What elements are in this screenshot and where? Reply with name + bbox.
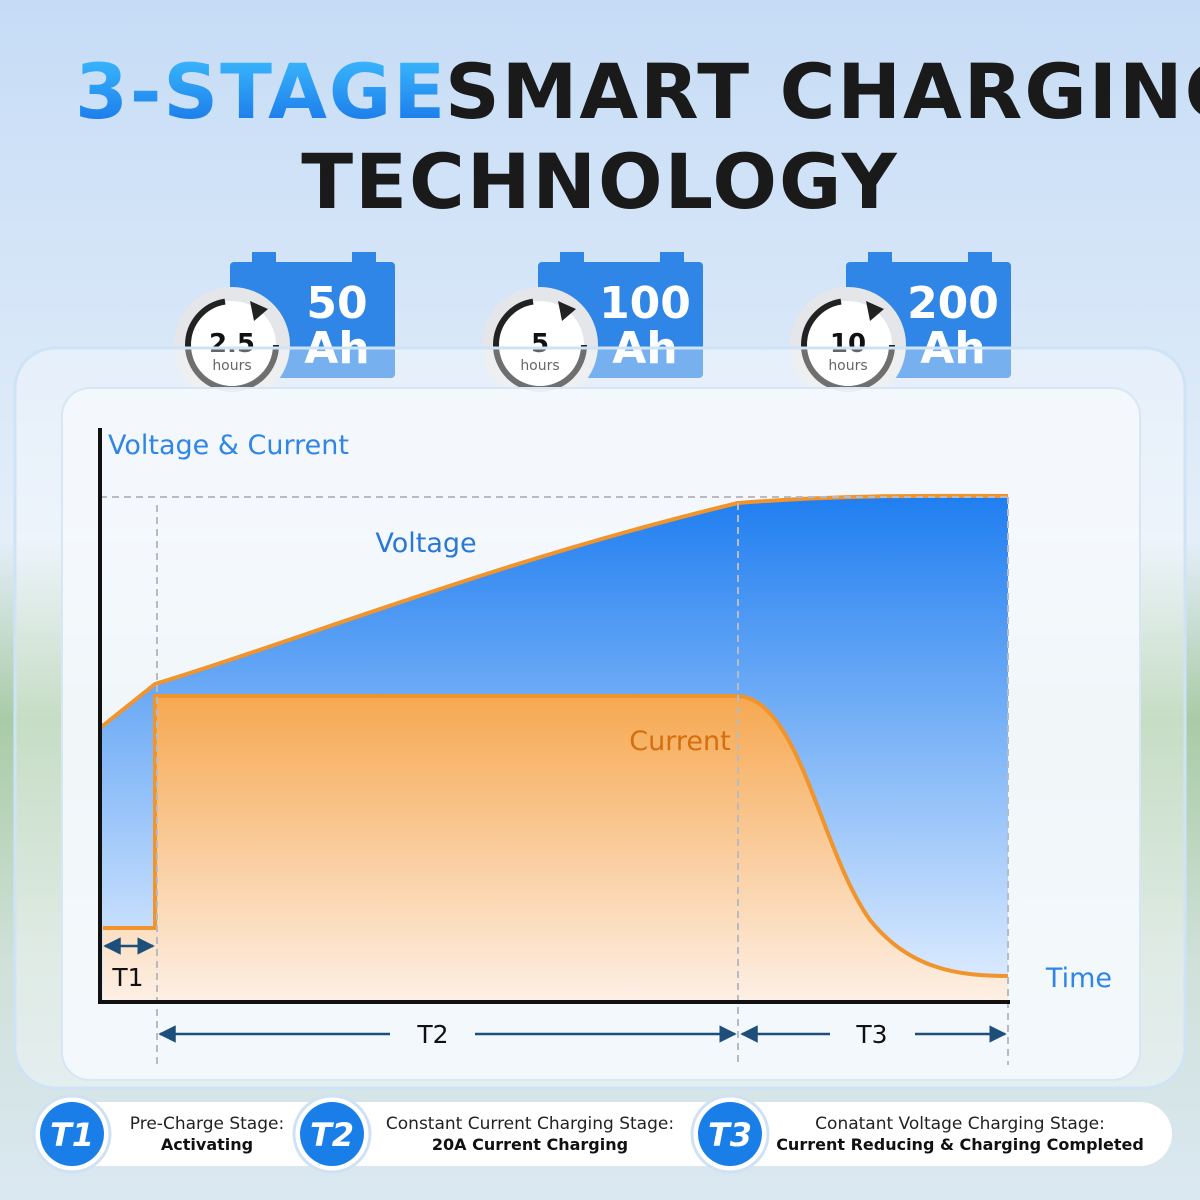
time-unit: hours bbox=[520, 358, 559, 374]
title: SMART CHARGING bbox=[445, 47, 1200, 136]
legend-tag: T1 bbox=[50, 1116, 94, 1154]
clock-arrow bbox=[558, 301, 576, 321]
legend-line2: Current Reducing & Charging Completed bbox=[776, 1135, 1144, 1154]
title-highlight: 3-STAGE bbox=[75, 47, 447, 136]
axes bbox=[98, 428, 1010, 1004]
legend-line1: Pre-Charge Stage: bbox=[130, 1114, 284, 1134]
clock-arrow bbox=[250, 301, 268, 321]
current-label: Current bbox=[629, 726, 730, 757]
capacity: 200 bbox=[907, 278, 999, 329]
legend-badge bbox=[40, 1102, 104, 1166]
battery-tab bbox=[560, 252, 584, 264]
legend-badge bbox=[698, 1102, 762, 1166]
time-unit: hours bbox=[828, 358, 867, 374]
battery-tab bbox=[868, 252, 892, 264]
legend: T1 Pre-Charge Stage:Activating T2 Constant … bbox=[32, 1094, 1144, 1174]
time-unit: hours bbox=[212, 358, 251, 374]
x-axis-label: Time bbox=[1045, 963, 1112, 994]
y-axis-label: Voltage & Current bbox=[108, 430, 349, 461]
legend-badge bbox=[300, 1102, 364, 1166]
voltage-line bbox=[98, 493, 1009, 730]
capacity: 100 bbox=[599, 278, 691, 329]
clock-arrow bbox=[866, 301, 884, 321]
battery-tab bbox=[252, 252, 276, 264]
legend-line1: Conatant Voltage Charging Stage: bbox=[815, 1114, 1105, 1134]
stage-arrows bbox=[103, 937, 1007, 1043]
time: 2.5 bbox=[209, 329, 255, 359]
stage-label: T1 bbox=[111, 963, 143, 992]
capacity: 50 bbox=[306, 278, 367, 329]
battery-tab bbox=[660, 252, 684, 264]
legend-line2: 20A Current Charging bbox=[432, 1135, 628, 1154]
legend-line1: Constant Current Charging Stage: bbox=[386, 1114, 674, 1134]
time: 10 bbox=[830, 329, 866, 359]
stage-label: T2 bbox=[416, 1020, 448, 1049]
stage-label: T3 bbox=[855, 1020, 887, 1049]
voltage-label: Voltage bbox=[375, 528, 476, 559]
battery-tab bbox=[968, 252, 992, 264]
legend-bar bbox=[40, 1102, 1172, 1166]
title-line2: TECHNOLOGY bbox=[301, 137, 898, 226]
legend-tag: T3 bbox=[708, 1116, 752, 1154]
legend-tag: T2 bbox=[310, 1116, 354, 1154]
current-line bbox=[103, 694, 1009, 978]
legend-line2: Activating bbox=[161, 1135, 253, 1154]
current-area bbox=[103, 696, 1008, 1002]
battery-tab bbox=[352, 252, 376, 264]
time: 5 bbox=[531, 329, 549, 359]
guides bbox=[100, 496, 1009, 1065]
